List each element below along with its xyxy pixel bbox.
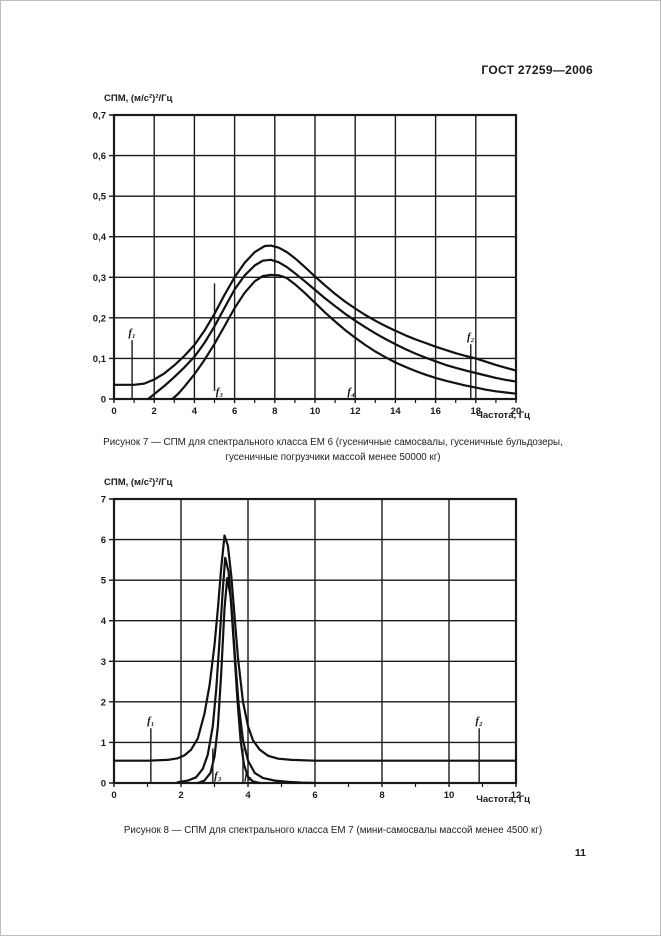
- svg-text:20: 20: [511, 406, 522, 417]
- svg-text:1: 1: [101, 738, 107, 749]
- svg-text:16: 16: [430, 406, 441, 417]
- svg-text:12: 12: [350, 406, 361, 417]
- svg-text:f₃: f₃: [214, 770, 222, 782]
- figure8-y-axis-label: СПМ, (м/с²)²/Гц: [104, 477, 173, 488]
- svg-text:8: 8: [379, 790, 384, 801]
- svg-text:4: 4: [245, 790, 251, 801]
- svg-text:8: 8: [272, 406, 277, 417]
- svg-text:4: 4: [192, 406, 198, 417]
- svg-text:0,4: 0,4: [93, 232, 107, 243]
- svg-text:0,5: 0,5: [93, 192, 107, 203]
- svg-text:2: 2: [178, 790, 183, 801]
- svg-text:f₄: f₄: [347, 386, 355, 398]
- figure7-caption: Рисунок 7 — СПМ для спектрального класса…: [59, 435, 607, 465]
- svg-text:6: 6: [312, 790, 317, 801]
- svg-text:f₁: f₁: [128, 327, 136, 339]
- svg-text:14: 14: [390, 406, 401, 417]
- svg-text:0: 0: [111, 790, 116, 801]
- figure7-x-axis-label: Частота, Гц: [476, 410, 530, 421]
- svg-text:10: 10: [310, 406, 321, 417]
- svg-text:0: 0: [111, 406, 116, 417]
- svg-text:2: 2: [101, 697, 106, 708]
- svg-text:0,3: 0,3: [93, 273, 106, 284]
- svg-text:6: 6: [232, 406, 237, 417]
- svg-text:f₃: f₃: [216, 386, 224, 398]
- figure7-caption-line1: Рисунок 7 — СПМ для спектрального класса…: [103, 437, 563, 448]
- figure8-x-axis-label: Частота, Гц: [476, 794, 530, 805]
- svg-text:5: 5: [101, 576, 107, 587]
- svg-text:f₂: f₂: [467, 331, 475, 343]
- svg-text:0,2: 0,2: [93, 313, 106, 324]
- svg-text:f₂: f₂: [475, 715, 483, 727]
- svg-text:0,6: 0,6: [93, 151, 106, 162]
- figure7-caption-line2: гусеничные погрузчики массой менее 50000…: [225, 452, 441, 463]
- svg-text:7: 7: [101, 495, 106, 506]
- svg-text:6: 6: [101, 535, 106, 546]
- svg-text:f₁: f₁: [147, 715, 155, 727]
- figure8-caption: Рисунок 8 — СПМ для спектрального класса…: [59, 823, 607, 838]
- page-number: 11: [574, 847, 586, 859]
- svg-text:4: 4: [101, 616, 107, 627]
- svg-text:12: 12: [511, 790, 522, 801]
- svg-text:f₄: f₄: [244, 770, 252, 782]
- svg-text:0,1: 0,1: [93, 354, 107, 365]
- standard-number-header: ГОСТ 27259—2006: [481, 63, 593, 77]
- figure7-chart: 0 2 4 6 8 10 12 14 16 18 20 0 0,1 0,2 0,3 0,4 0,5 0,6 0,7 f…: [93, 111, 522, 418]
- svg-text:0,7: 0,7: [93, 111, 106, 122]
- figure8-caption-line1: Рисунок 8 — СПМ для спектрального класса…: [123, 825, 543, 836]
- svg-text:18: 18: [471, 406, 482, 417]
- svg-text:0: 0: [101, 779, 106, 790]
- svg-text:3: 3: [101, 657, 106, 668]
- figure7-y-axis-label: СПМ, (м/с²)²/Гц: [104, 93, 173, 104]
- svg-text:0: 0: [101, 395, 106, 406]
- svg-text:10: 10: [444, 790, 455, 801]
- svg-text:2: 2: [152, 406, 157, 417]
